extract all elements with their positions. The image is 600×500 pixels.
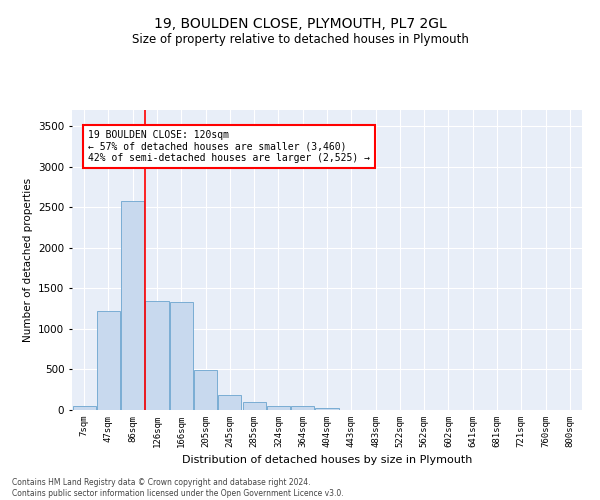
Text: Contains HM Land Registry data © Crown copyright and database right 2024.
Contai: Contains HM Land Registry data © Crown c… — [12, 478, 344, 498]
Bar — [291, 406, 314, 410]
Bar — [316, 408, 338, 410]
Bar — [267, 406, 290, 410]
Text: 19, BOULDEN CLOSE, PLYMOUTH, PL7 2GL: 19, BOULDEN CLOSE, PLYMOUTH, PL7 2GL — [154, 18, 446, 32]
Bar — [194, 370, 217, 410]
Bar — [145, 302, 169, 410]
Bar — [242, 402, 266, 410]
X-axis label: Distribution of detached houses by size in Plymouth: Distribution of detached houses by size … — [182, 456, 472, 466]
Bar — [97, 311, 120, 410]
Text: Size of property relative to detached houses in Plymouth: Size of property relative to detached ho… — [131, 32, 469, 46]
Text: 19 BOULDEN CLOSE: 120sqm
← 57% of detached houses are smaller (3,460)
42% of sem: 19 BOULDEN CLOSE: 120sqm ← 57% of detach… — [88, 130, 370, 163]
Bar — [170, 302, 193, 410]
Bar — [121, 201, 144, 410]
Bar — [73, 406, 95, 410]
Bar — [218, 394, 241, 410]
Y-axis label: Number of detached properties: Number of detached properties — [23, 178, 32, 342]
